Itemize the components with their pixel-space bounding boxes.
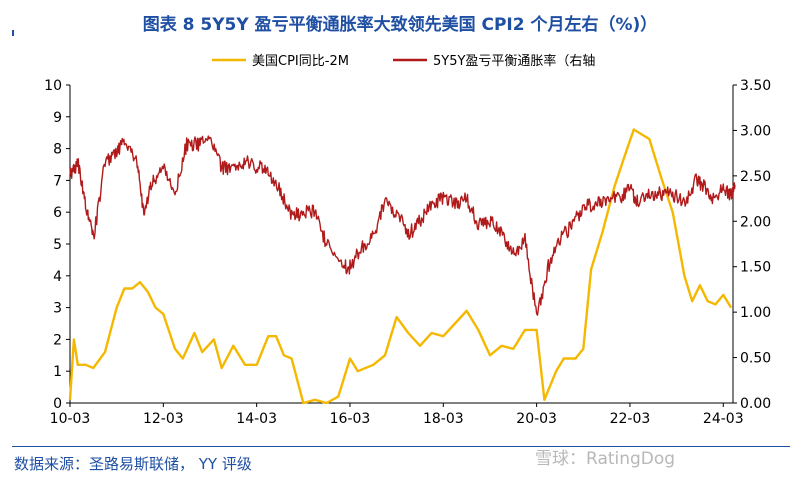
- left-tick-label: 7: [53, 173, 62, 189]
- right-tick-label: 0.50: [740, 351, 771, 367]
- left-tick-label: 8: [53, 142, 62, 158]
- source-divider: [12, 446, 790, 447]
- watermark-text: 雪球：RatingDog: [535, 449, 676, 469]
- series-line-1: [68, 128, 733, 405]
- right-tick-label: 3.00: [740, 123, 771, 139]
- left-tick-label: 9: [53, 110, 62, 126]
- left-tick-label: 0: [53, 396, 62, 412]
- right-tick-label: 1.50: [740, 260, 771, 276]
- right-tick-label: 2.50: [740, 169, 771, 185]
- x-tick-label: 16-03: [330, 411, 371, 427]
- left-tick-label: 5: [53, 237, 62, 253]
- left-tick-label: 1: [53, 364, 62, 380]
- left-tick-label: 10: [44, 78, 62, 94]
- left-tick-label: 6: [53, 205, 62, 221]
- chart-title: 图表 8 5Y5Y 盈亏平衡通胀率大致领先美国 CPI2 个月左右（%)）: [142, 15, 658, 35]
- x-tick-label: 10-03: [50, 411, 91, 427]
- left-tick-label: 4: [53, 269, 62, 285]
- right-tick-label: 3.50: [740, 78, 771, 94]
- x-tick-label: 12-03: [143, 411, 184, 427]
- left-tick-label: 3: [53, 301, 62, 317]
- x-tick-label: 24-03: [703, 411, 744, 427]
- source-note: 数据来源：圣路易斯联储， YY 评级: [14, 455, 252, 473]
- x-tick-label: 22-03: [610, 411, 651, 427]
- x-tick-label: 18-03: [423, 411, 464, 427]
- left-tick-label: 2: [53, 332, 62, 348]
- title-corner-mark: [12, 30, 20, 36]
- legend-label-1: 美国CPI同比-2M: [252, 54, 349, 69]
- x-tick-label: 20-03: [516, 411, 557, 427]
- legend-label-2: 5Y5Y盈亏平衡通胀率（右轴: [433, 53, 595, 69]
- x-tick-label: 14-03: [236, 411, 277, 427]
- right-tick-label: 1.00: [740, 305, 771, 321]
- series-line-2: [69, 135, 736, 316]
- right-tick-label: 2.00: [740, 214, 771, 230]
- right-tick-label: 0.00: [740, 396, 771, 412]
